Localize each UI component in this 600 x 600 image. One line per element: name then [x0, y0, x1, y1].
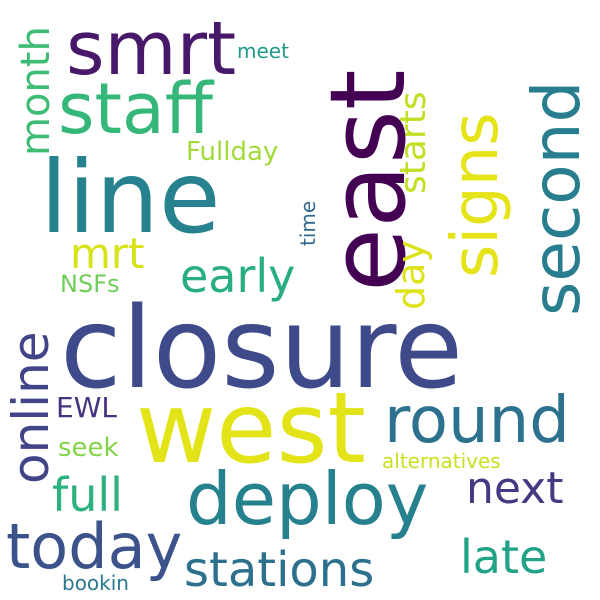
- word-stations: stations: [184, 542, 375, 598]
- word-ewl: EWL: [56, 391, 117, 424]
- word-time: time: [296, 200, 320, 246]
- word-seek: seek: [58, 433, 119, 463]
- word-fullday: Fullday: [186, 137, 279, 167]
- word-line: line: [40, 139, 221, 256]
- word-late: late: [460, 530, 548, 584]
- word-today: today: [6, 510, 183, 583]
- word-deploy: deploy: [186, 457, 429, 541]
- word-mrt: mrt: [70, 229, 145, 278]
- word-day: day: [389, 240, 433, 310]
- word-starts: starts: [393, 91, 434, 194]
- word-smrt: smrt: [66, 6, 237, 92]
- word-closure: closure: [60, 284, 464, 414]
- word-west: west: [136, 372, 366, 486]
- word-next: next: [466, 463, 564, 514]
- word-nsfs: NSFs: [60, 270, 120, 298]
- word-full: full: [52, 468, 123, 522]
- word-meet: meet: [237, 39, 289, 63]
- word-online: online: [2, 331, 60, 484]
- word-signs: signs: [439, 112, 513, 278]
- word-alternatives: alternatives: [382, 449, 501, 473]
- word-staff: staff: [58, 68, 214, 150]
- word-second: second: [518, 80, 595, 316]
- word-early: early: [180, 249, 296, 303]
- word-month: month: [13, 26, 59, 156]
- word-bookin: bookin: [62, 571, 129, 595]
- word-round: round: [384, 384, 570, 458]
